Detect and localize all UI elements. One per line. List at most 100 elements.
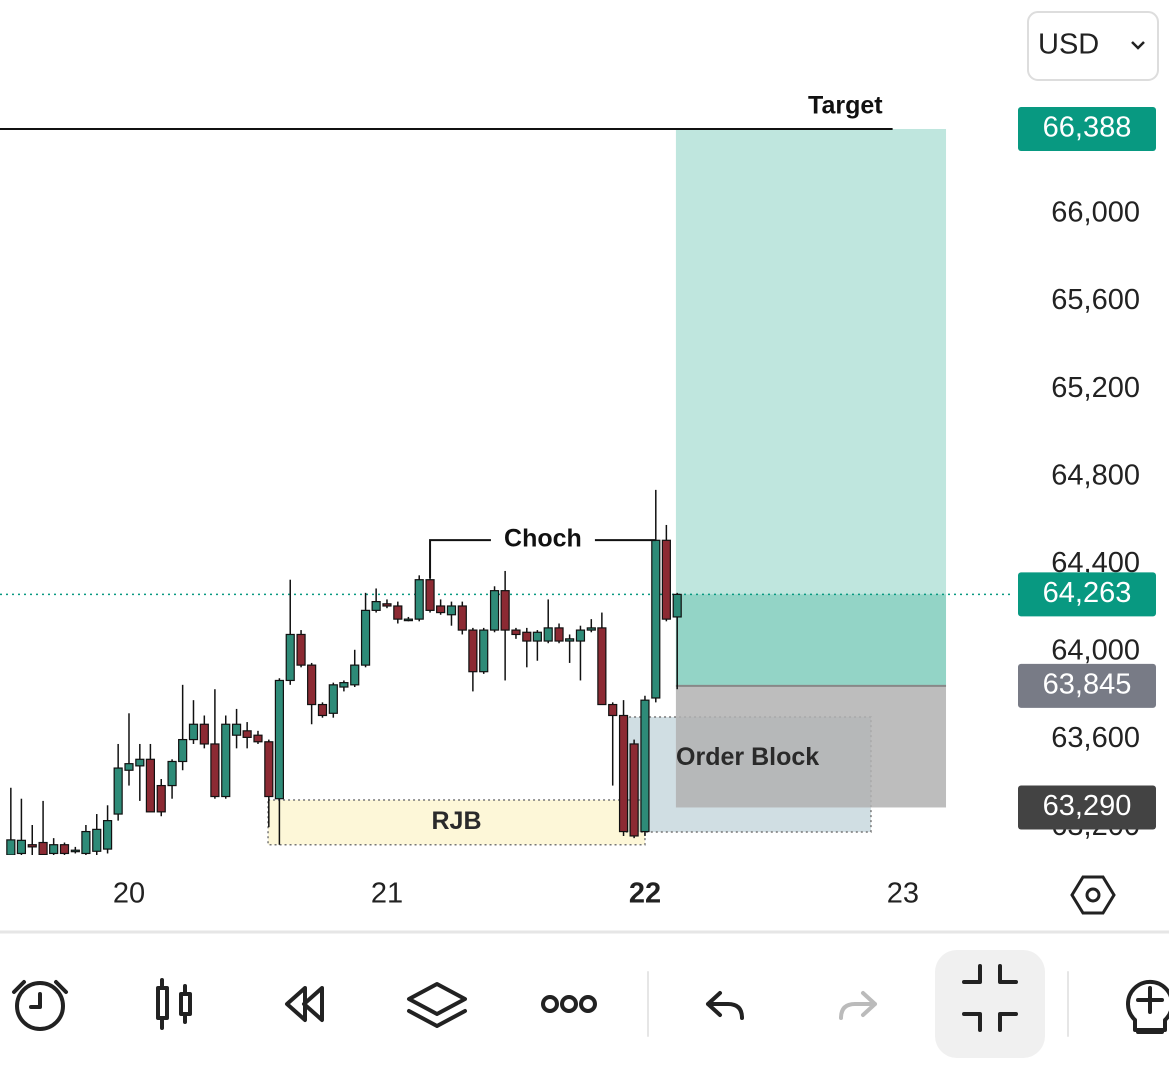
more-button[interactable] <box>541 995 597 1013</box>
candle-body <box>575 629 586 642</box>
candle-body <box>339 682 349 688</box>
candle-body <box>253 734 263 743</box>
price-tag <box>1018 663 1156 708</box>
price-tag-label: 63,290 <box>1043 790 1132 822</box>
y-tick-label: 64,000 <box>1051 635 1140 667</box>
candle-body <box>500 590 510 631</box>
currency-label: USD <box>1038 29 1099 61</box>
candle-body <box>382 603 392 607</box>
price-tag-label: 66,388 <box>1043 112 1132 144</box>
candle-body <box>672 593 682 618</box>
candle-body <box>81 830 91 855</box>
y-tick-label: 65,200 <box>1051 372 1140 404</box>
alert-button[interactable] <box>12 980 68 1031</box>
y-tick-label: 66,000 <box>1051 197 1140 229</box>
zone-label: Order Block <box>676 743 819 771</box>
choch-line <box>429 539 656 579</box>
y-tick-label: 64,800 <box>1051 459 1140 491</box>
currency-select[interactable]: USD <box>1027 11 1159 81</box>
candle-body <box>242 730 252 738</box>
candle-body <box>70 849 80 853</box>
redo-button[interactable] <box>839 991 877 1020</box>
candle-body <box>274 679 284 800</box>
candle-body <box>522 631 532 642</box>
candle-body <box>468 629 478 673</box>
x-tick-label: 22 <box>629 878 661 910</box>
candle-body <box>457 605 467 631</box>
candle-body <box>188 723 199 741</box>
candle-body <box>16 839 27 855</box>
candle-body <box>49 844 59 855</box>
price-tag-label: 64,263 <box>1043 577 1132 609</box>
replay-button[interactable] <box>285 986 324 1022</box>
candle-body <box>403 618 413 622</box>
candle-body <box>38 841 48 855</box>
candle-body <box>199 723 209 745</box>
candle-body <box>156 784 166 813</box>
axis-settings-button[interactable] <box>1070 875 1116 915</box>
candle-body <box>629 743 639 837</box>
candle-body <box>317 703 328 717</box>
candle-body <box>135 758 145 767</box>
candle-body <box>393 605 403 620</box>
price-tag <box>1018 785 1156 830</box>
candle-body <box>6 839 16 855</box>
candle-body <box>586 627 596 631</box>
candle-body <box>425 579 435 611</box>
plot-area: RJB Order Block Target Choch <box>0 92 1010 855</box>
candle-body <box>597 627 607 706</box>
x-tick-label: 23 <box>887 878 919 910</box>
candle-body <box>640 699 650 833</box>
candle-body <box>543 627 553 642</box>
candle-body <box>307 664 317 706</box>
zone-box <box>267 799 646 846</box>
candle-body <box>554 627 564 642</box>
price-tag-label: 63,845 <box>1043 669 1132 701</box>
candle-body <box>360 609 371 666</box>
y-tick-label: 63,600 <box>1051 722 1140 754</box>
candle-body <box>608 703 618 717</box>
candle-body <box>436 605 446 614</box>
candle-body <box>414 579 424 620</box>
indicators-button[interactable] <box>156 978 192 1030</box>
candle-body <box>511 629 521 636</box>
candle-body <box>479 629 489 673</box>
candle-body <box>296 633 306 666</box>
ideas-button[interactable] <box>1126 979 1169 1034</box>
target-label: Target <box>808 92 883 120</box>
candle-body <box>661 539 671 620</box>
choch-label: Choch <box>504 525 582 553</box>
profit-area <box>675 128 947 686</box>
candle-body <box>27 844 37 848</box>
candle-body <box>145 758 156 813</box>
candle-body <box>651 539 661 699</box>
fullscreen-exit-button[interactable] <box>935 950 1045 1058</box>
candle-body <box>565 638 575 642</box>
candle-body <box>371 601 381 611</box>
candle-body <box>221 723 231 798</box>
candle-body <box>328 684 338 714</box>
x-tick-label: 20 <box>113 878 145 910</box>
price-tag <box>1018 106 1156 151</box>
price-tag <box>1018 572 1156 617</box>
candle-body <box>113 767 123 815</box>
y-tick-label: 65,600 <box>1051 284 1140 316</box>
candle-body <box>446 605 457 616</box>
candle-body <box>59 844 70 855</box>
candle-body <box>124 763 134 771</box>
candle-body <box>264 741 274 798</box>
candle-body <box>167 760 177 787</box>
candle-body <box>102 820 113 850</box>
undo-button[interactable] <box>706 991 744 1020</box>
candle-body <box>231 723 242 736</box>
price-axis: 66,00065,60065,20064,80064,40064,00063,6… <box>1018 106 1156 842</box>
candle-body <box>350 664 360 686</box>
layers-button[interactable] <box>407 982 467 1028</box>
candle-body <box>210 743 220 798</box>
candle-body <box>92 828 102 852</box>
x-tick-label: 21 <box>371 878 403 910</box>
zone-label: RJB <box>431 807 481 835</box>
candle-body <box>489 590 500 631</box>
